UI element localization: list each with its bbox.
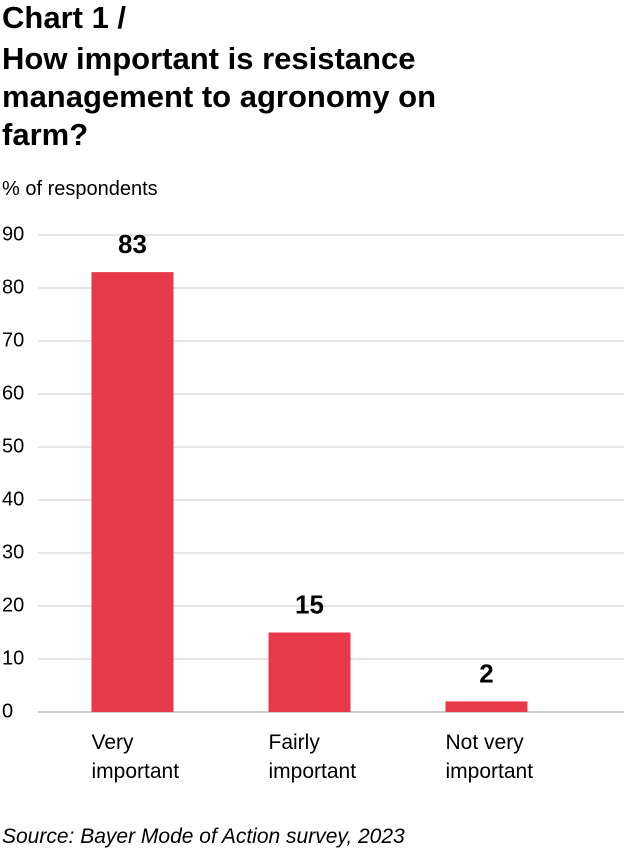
y-tick-label: 0 (2, 700, 13, 722)
chart-title: How important is resistance management t… (2, 41, 437, 152)
y-tick-label: 80 (2, 276, 24, 298)
x-tick-label: Very important (91, 731, 180, 783)
y-tick-label: 90 (2, 223, 24, 245)
x-tick-label: Not very important (445, 731, 534, 783)
chart-label: Chart 1 / (2, 0, 127, 35)
value-label: 83 (118, 229, 147, 259)
value-label: 2 (479, 658, 493, 688)
y-tick-label: 20 (2, 594, 24, 616)
y-tick-label: 50 (2, 435, 24, 457)
y-tick-label: 10 (2, 647, 24, 669)
y-tick-label: 70 (2, 329, 24, 351)
y-tick-label: 30 (2, 541, 24, 563)
bar (268, 632, 351, 712)
y-tick-label: 40 (2, 488, 24, 510)
value-label: 15 (295, 589, 324, 619)
y-axis-label: % of respondents (2, 178, 158, 200)
x-tick-label: Fairly important (268, 731, 357, 783)
y-tick-label: 60 (2, 382, 24, 404)
bar (445, 701, 528, 712)
source: Source: Bayer Mode of Action survey, 202… (2, 825, 405, 848)
bar (91, 272, 174, 712)
